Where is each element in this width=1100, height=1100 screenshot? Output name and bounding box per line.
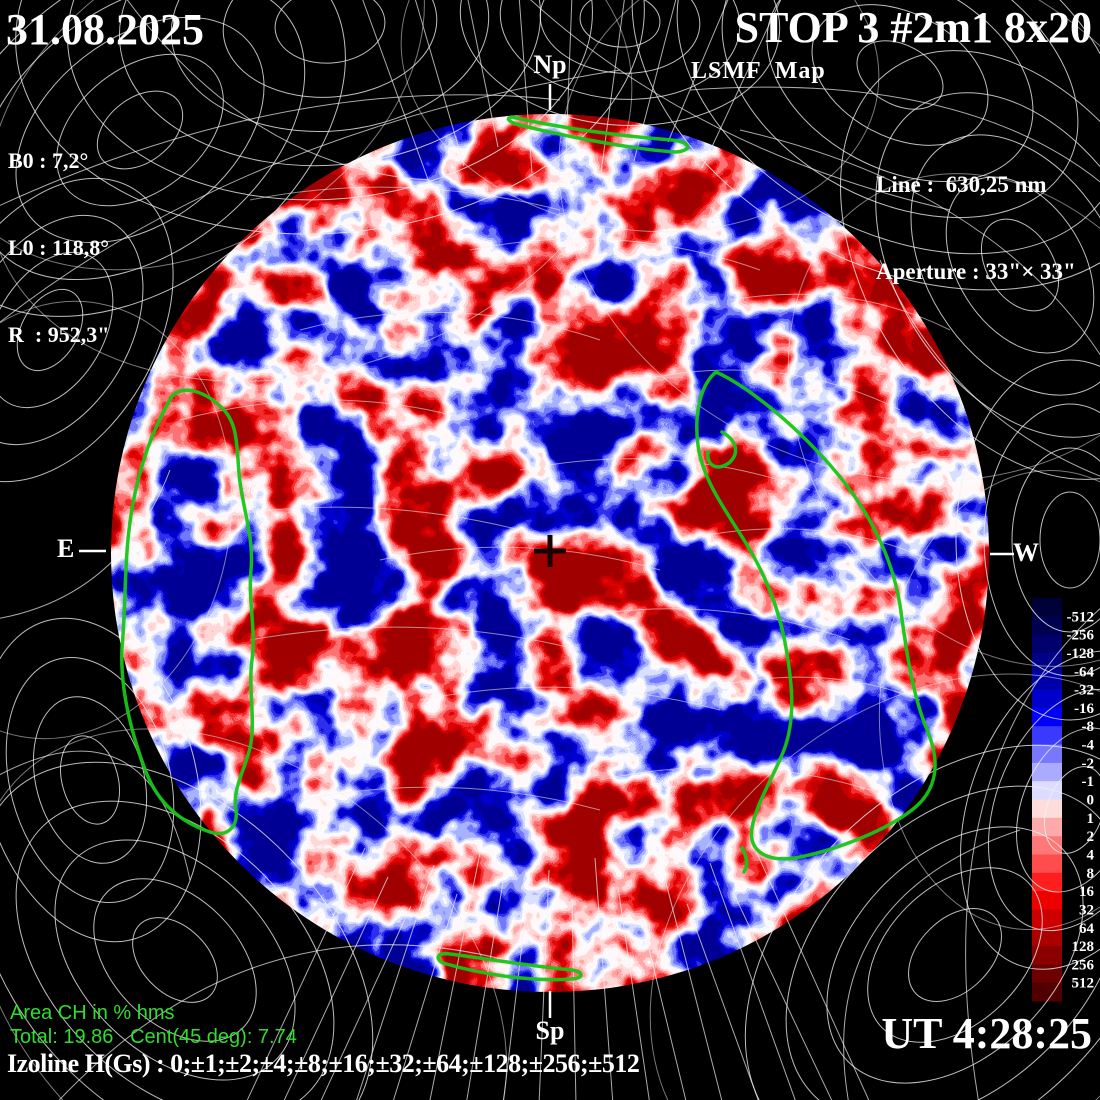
svg-text:0: 0 bbox=[1087, 793, 1095, 809]
svg-text:-1: -1 bbox=[1082, 774, 1095, 790]
svg-text:-64: -64 bbox=[1074, 664, 1094, 680]
ephemeris-block: B0 : 7,2° L0 : 118,8° R : 952,3" bbox=[8, 88, 109, 407]
instrument-title: STOP 3 #2m1 8x20 bbox=[734, 3, 1092, 52]
south-pole-label: Sp bbox=[535, 1016, 565, 1045]
date-label: 31.08.2025 bbox=[6, 5, 204, 54]
svg-text:-8: -8 bbox=[1082, 719, 1095, 735]
svg-text:-2: -2 bbox=[1082, 756, 1095, 772]
area-ch-values: Total: 19.86 Cent(45 deg): 7.74 bbox=[10, 1026, 297, 1048]
radius-value: R : 952,3" bbox=[8, 322, 110, 347]
svg-text:-4: -4 bbox=[1082, 738, 1095, 754]
svg-text:64: 64 bbox=[1079, 921, 1095, 937]
svg-text:128: 128 bbox=[1072, 939, 1095, 955]
svg-text:-128: -128 bbox=[1067, 646, 1095, 662]
svg-text:-16: -16 bbox=[1074, 701, 1094, 717]
instrument-params-block: Line : 630,25 nm Aperture : 33"× 33" bbox=[876, 112, 1076, 344]
b0-value: B0 : 7,2° bbox=[8, 148, 89, 173]
ut-time-label: UT 4:28:25 bbox=[881, 1009, 1092, 1058]
svg-text:512: 512 bbox=[1072, 976, 1095, 992]
disk-markers bbox=[79, 84, 1014, 1018]
svg-text:32: 32 bbox=[1079, 902, 1094, 918]
svg-text:2: 2 bbox=[1087, 829, 1095, 845]
svg-text:1: 1 bbox=[1087, 811, 1095, 827]
north-pole-label: Np bbox=[533, 50, 567, 79]
svg-text:8: 8 bbox=[1087, 866, 1095, 882]
east-label: E bbox=[57, 534, 75, 563]
svg-text:4: 4 bbox=[1087, 848, 1095, 864]
aperture-value: Aperture : 33"× 33" bbox=[876, 259, 1076, 284]
izoline-levels-label: Izoline H(Gs) : 0;±1;±2;±4;±8;±16;±32;±6… bbox=[7, 1049, 640, 1078]
l0-value: L0 : 118,8° bbox=[8, 235, 110, 260]
west-label: W bbox=[1013, 538, 1039, 567]
colorbar: -512-256-128-64-32-16-8-4-2-101248163264… bbox=[1032, 598, 1095, 1002]
area-ch-heading: Area CH in % hms bbox=[10, 1002, 175, 1024]
spectral-line-value: Line : 630,25 nm bbox=[876, 172, 1047, 197]
map-type-label: LSMF Map bbox=[691, 58, 826, 84]
coronal-hole-contours bbox=[120, 115, 937, 982]
svg-text:-512: -512 bbox=[1067, 609, 1095, 625]
